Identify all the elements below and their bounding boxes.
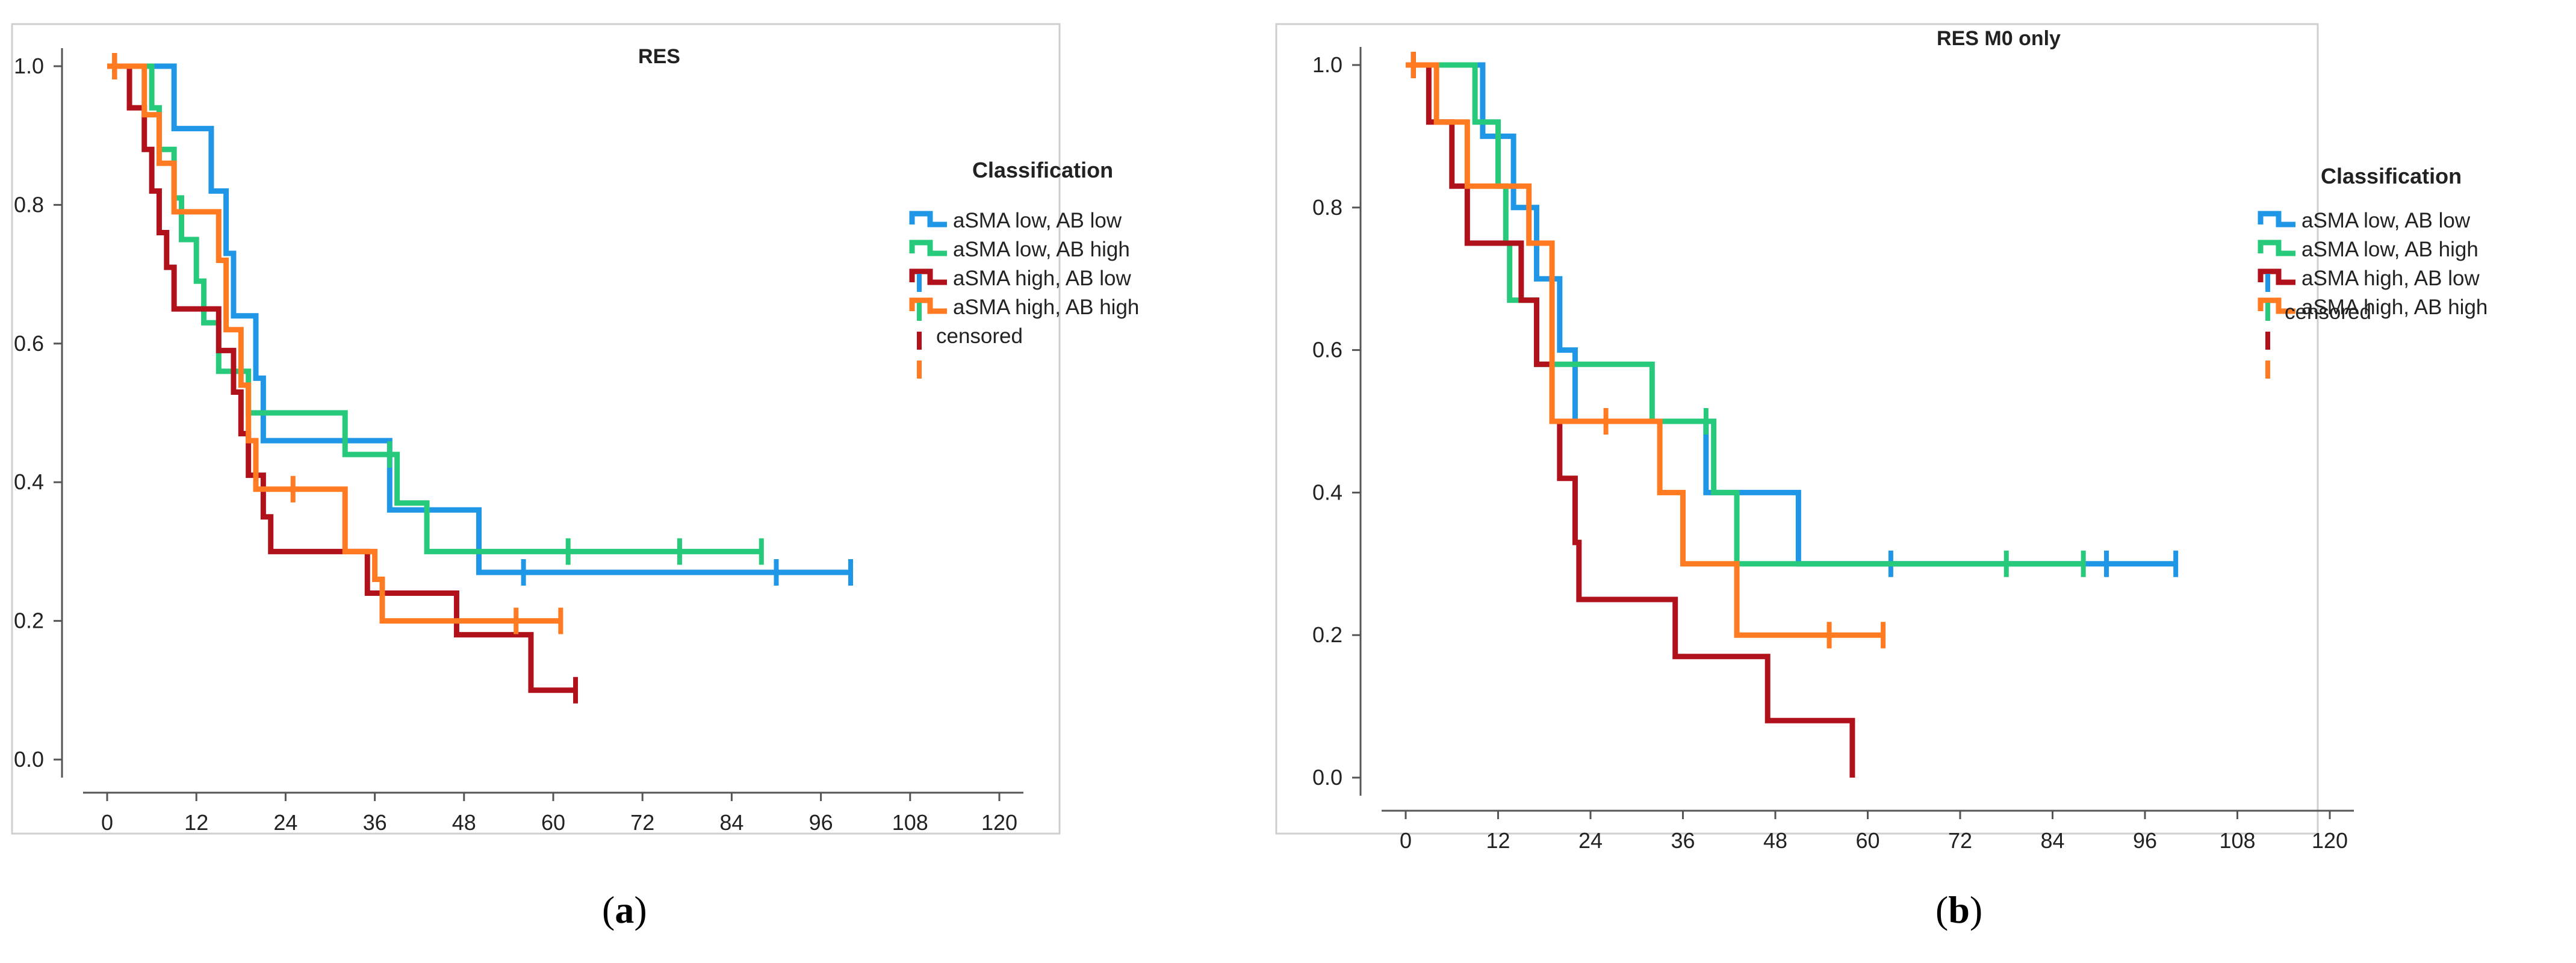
legend-label-3: aSMA high, AB low: [953, 267, 1131, 290]
caption-b-label: b: [1948, 888, 1970, 931]
y-tick-label: 0.8: [14, 192, 44, 217]
x-tick-label: 96: [809, 810, 833, 835]
y-tick-label: 0.2: [1312, 622, 1342, 647]
panel-a: RES 0 12 24 36 48 60 72 84 96 108 120 0.0 0.2 0.4 0.6 0.…: [11, 23, 1139, 835]
legend-swatch-1: [2258, 211, 2295, 228]
legend-swatch-4: [909, 297, 947, 314]
x-tick-label: 24: [273, 810, 297, 835]
legend-censored-label: censored: [936, 324, 1023, 348]
series-2-curve: [1406, 62, 2084, 567]
plot-frame: [1275, 23, 2319, 835]
y-tick-label: 1.0: [14, 54, 44, 78]
x-tick-label: 108: [892, 810, 928, 835]
x-tick-label: 48: [1763, 828, 1787, 853]
legend-label-4: aSMA high, AB high: [953, 296, 1139, 319]
x-tick-label: 84: [719, 810, 743, 835]
legend-swatch-2: [2258, 240, 2295, 256]
caption-a-label: a: [615, 888, 635, 931]
series-1-curve: [107, 63, 851, 575]
y-tick-label: 0.0: [1312, 765, 1342, 790]
chart-title: RES M0 only: [1937, 27, 2061, 50]
panel-b: RES M0 only 0 12 24 36 48 60 72 84 96 108 120 0.0 0.2…: [1275, 23, 2488, 853]
series-4-curve: [107, 63, 561, 624]
x-tick-label: 36: [363, 810, 387, 835]
series-3-curve: [107, 63, 576, 693]
x-tick-label: 0: [101, 810, 113, 835]
y-tick-label: 0.6: [1312, 338, 1342, 362]
legend-swatch-3: [909, 268, 947, 285]
legend-swatch-3: [2258, 268, 2295, 285]
legend-censored-label: censored: [2285, 300, 2371, 324]
legend-swatch-4: [2258, 297, 2295, 314]
x-tick-label: 72: [1948, 828, 1972, 853]
x-tick-label: 48: [452, 810, 476, 835]
series-1-curve: [1406, 62, 2176, 567]
x-tick-label: 84: [2040, 828, 2064, 853]
x-tick-label: 36: [1671, 828, 1695, 853]
x-tick-label: 108: [2219, 828, 2255, 853]
x-tick-label: 120: [2312, 828, 2348, 853]
y-tick-label: 0.4: [1312, 480, 1342, 504]
legend-title: Classification: [972, 158, 1113, 182]
legend-title: Classification: [2321, 164, 2462, 188]
y-tick-label: 0.8: [1312, 195, 1342, 220]
legend-label-4: aSMA high, AB high: [2301, 296, 2488, 319]
plot-frame: [11, 23, 1061, 835]
y-tick-label: 0.0: [14, 747, 44, 772]
legend-label-1: aSMA low, AB low: [2301, 209, 2471, 232]
x-tick-label: 120: [981, 810, 1017, 835]
legend-swatch-1: [909, 211, 947, 228]
legend-label-1: aSMA low, AB low: [953, 209, 1122, 232]
x-tick-label: 12: [184, 810, 208, 835]
legend-swatch-2: [909, 240, 947, 256]
caption-b: (b): [1935, 888, 1983, 931]
x-tick-label: 60: [1855, 828, 1879, 853]
x-tick-label: 12: [1486, 828, 1510, 853]
legend-label-2: aSMA low, AB high: [953, 238, 1130, 261]
y-tick-label: 0.4: [14, 469, 44, 494]
chart-title: RES: [638, 45, 680, 68]
y-tick-label: 0.2: [14, 608, 44, 633]
y-tick-label: 0.6: [14, 331, 44, 356]
x-tick-label: 96: [2133, 828, 2157, 853]
y-tick-label: 1.0: [1312, 52, 1342, 77]
x-tick-label: 24: [1578, 828, 1603, 853]
x-tick-label: 0: [1400, 828, 1412, 853]
x-tick-label: 60: [541, 810, 565, 835]
legend-label-3: aSMA high, AB low: [2301, 267, 2480, 290]
x-tick-label: 72: [630, 810, 654, 835]
series-4-curve: [1406, 62, 1884, 638]
caption-a: (a): [602, 888, 647, 931]
legend-label-2: aSMA low, AB high: [2301, 238, 2478, 261]
